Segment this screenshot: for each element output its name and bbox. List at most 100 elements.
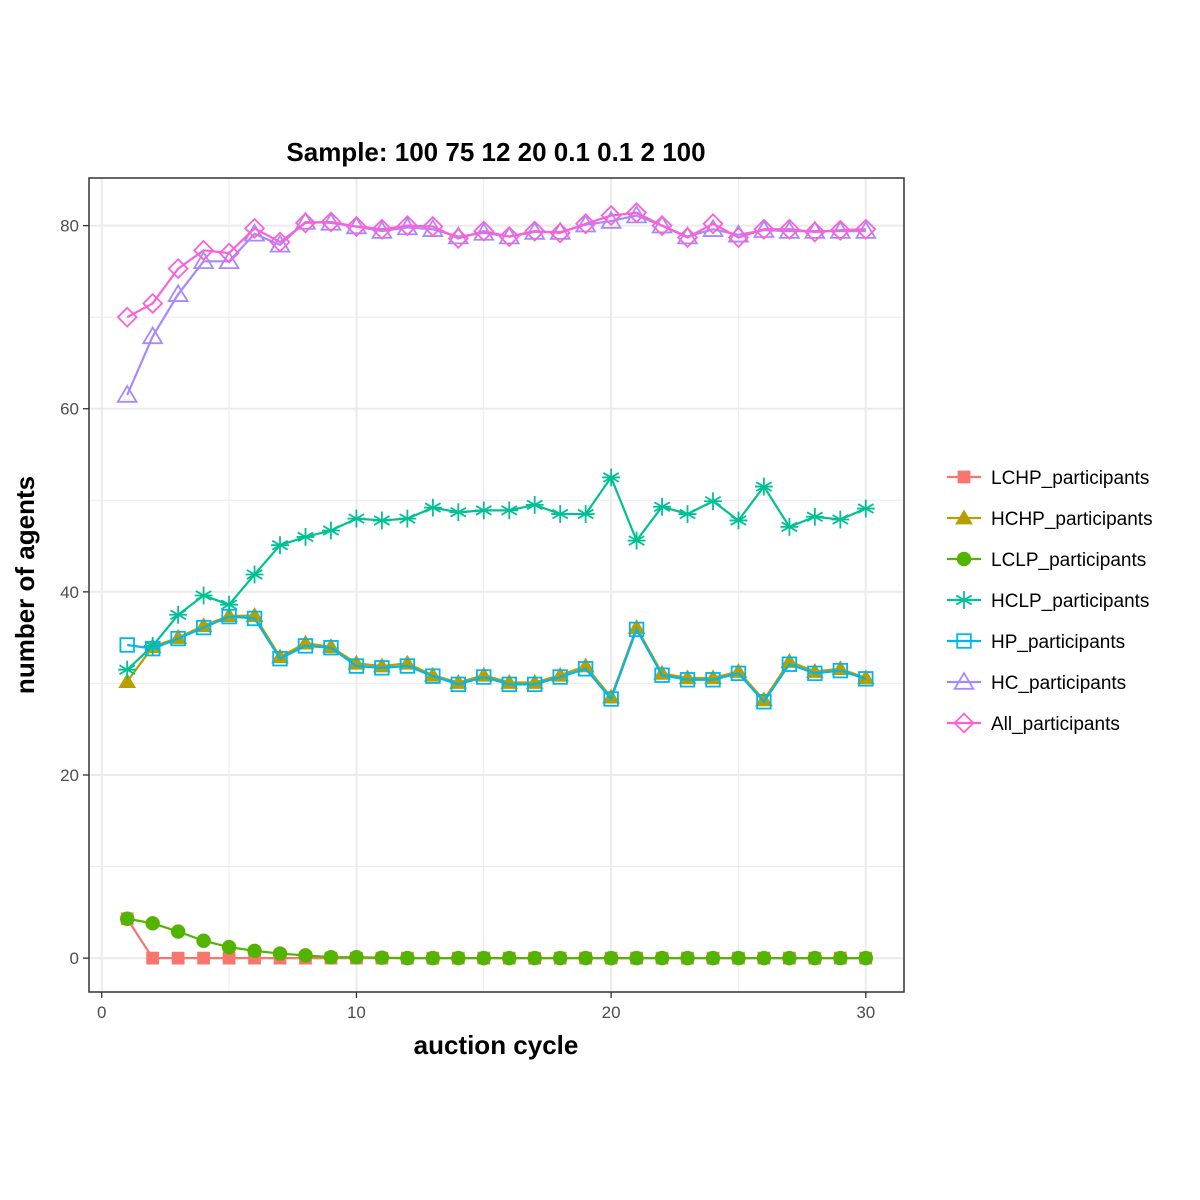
data-point — [705, 950, 721, 966]
data-point — [525, 495, 544, 514]
data-point — [577, 661, 594, 677]
data-point — [855, 218, 877, 240]
data-point — [169, 605, 188, 624]
data-point — [778, 218, 801, 240]
data-point — [500, 501, 519, 520]
legend-key-marker — [957, 470, 971, 484]
data-point — [654, 667, 670, 683]
data-point — [831, 510, 850, 529]
data-point — [141, 325, 164, 345]
data-point — [197, 951, 210, 965]
legend-label: All_participants — [991, 714, 1120, 735]
data-point — [118, 660, 137, 679]
legend-key-marker — [956, 633, 972, 649]
series-HP_participants — [119, 608, 874, 710]
data-point — [807, 950, 823, 966]
data-point — [323, 640, 339, 656]
y-tick-label: 80 — [60, 217, 79, 236]
data-point — [680, 950, 695, 966]
data-point — [552, 950, 568, 966]
data-point — [651, 214, 673, 237]
x-axis: 0 10 20 30 — [97, 992, 875, 1022]
data-point — [192, 239, 215, 261]
data-point — [297, 638, 314, 654]
y-axis: 0 20 40 60 80 — [60, 217, 89, 968]
legend-item: LCLP_participants — [947, 550, 1146, 571]
data-point — [476, 950, 491, 966]
data-point — [524, 220, 546, 242]
data-point — [119, 637, 135, 653]
data-point — [144, 640, 161, 657]
data-point — [856, 499, 875, 518]
data-point — [222, 951, 236, 965]
data-point — [600, 204, 622, 227]
series-layer — [116, 202, 877, 966]
series-HCLP_participants — [118, 468, 875, 679]
data-point — [780, 652, 799, 668]
data-point — [729, 511, 748, 530]
data-point — [196, 933, 211, 948]
data-point — [396, 214, 418, 237]
data-point — [345, 215, 368, 238]
data-point — [476, 669, 492, 685]
y-axis-title: number of agents — [10, 476, 40, 694]
data-point — [858, 950, 874, 966]
data-point — [195, 619, 212, 636]
data-point — [348, 658, 365, 674]
legend: LCHP_participants HCHP_participants LCLP_p… — [947, 468, 1153, 735]
data-point — [781, 656, 798, 672]
data-point — [247, 943, 262, 959]
data-point — [498, 225, 520, 248]
data-point — [422, 215, 444, 238]
data-point — [473, 220, 495, 242]
data-point — [243, 217, 266, 239]
data-point — [754, 477, 773, 496]
data-point — [576, 505, 595, 523]
series-line — [127, 615, 867, 704]
data-point — [399, 658, 416, 674]
data-point — [629, 950, 644, 966]
data-point — [449, 674, 468, 689]
data-point — [829, 219, 851, 241]
data-point — [704, 492, 722, 511]
data-point — [371, 218, 393, 240]
data-point — [753, 218, 775, 240]
legend-item: All_participants — [947, 712, 1120, 735]
data-point — [170, 630, 186, 647]
y-tick-label: 40 — [60, 583, 79, 602]
data-point — [754, 691, 773, 707]
data-point — [805, 663, 824, 678]
data-point — [298, 948, 313, 963]
data-point — [654, 950, 670, 966]
chart-title: Sample: 100 75 12 20 0.1 0.1 2 100 — [286, 137, 705, 167]
x-axis-title: auction cycle — [414, 1030, 579, 1060]
data-point — [320, 211, 342, 233]
data-point — [705, 672, 721, 688]
x-tick-label: 0 — [97, 1003, 106, 1022]
data-point — [803, 220, 826, 239]
data-point — [349, 949, 364, 965]
data-point — [856, 669, 875, 685]
legend-key-marker — [953, 712, 975, 734]
data-point — [447, 227, 469, 250]
data-point — [425, 668, 441, 684]
legend-item: LCHP_participants — [947, 468, 1149, 489]
legend-item: HC_participants — [947, 671, 1126, 694]
data-point — [782, 950, 797, 966]
legend-key-marker — [953, 671, 975, 690]
data-point — [807, 665, 823, 682]
data-point — [374, 660, 390, 676]
grid-minor — [89, 178, 904, 992]
legend-key-marker — [956, 551, 972, 567]
data-point — [756, 950, 772, 966]
data-point — [294, 211, 317, 230]
data-point — [167, 283, 190, 302]
data-point — [804, 221, 826, 243]
data-point — [272, 946, 288, 961]
data-point — [603, 950, 619, 966]
data-point — [246, 610, 263, 627]
data-point — [549, 222, 571, 244]
data-point — [400, 950, 415, 966]
